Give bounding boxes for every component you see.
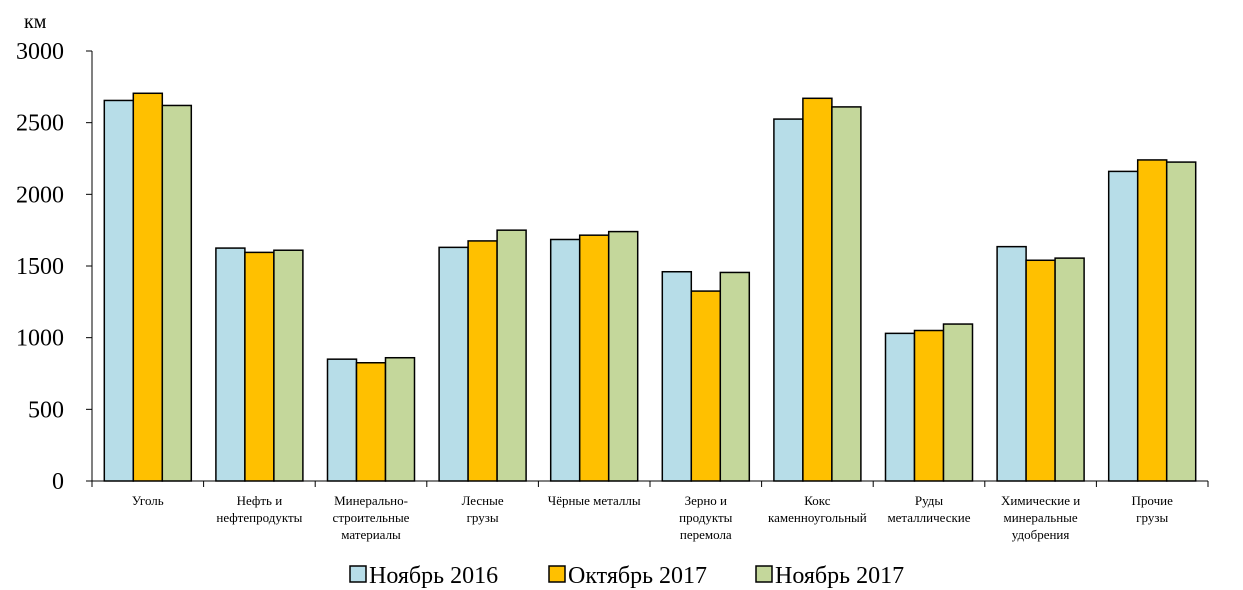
y-tick-label: 0 (52, 469, 64, 495)
x-tick-label-line: Минерально- (334, 493, 408, 508)
legend-label: Ноябрь 2017 (775, 563, 904, 589)
bar-3-2 (273, 249, 304, 482)
x-tick-label-line: удобрения (1012, 527, 1070, 542)
bar-2-5 (578, 234, 610, 482)
x-axis: Уголь Нефть и нефтепродукты Минерально-стро… (91, 480, 1209, 542)
x-tick-label-line: строительные (333, 510, 410, 525)
bar-2-6 (690, 290, 722, 482)
legend-swatch (755, 565, 773, 583)
bar-2-2 (244, 251, 275, 482)
y-tick-label: 1500 (16, 254, 64, 280)
x-tick-label-line: Уголь (132, 493, 164, 508)
x-tick-label-line: Зерно и (685, 493, 727, 508)
bar-3-10 (1165, 161, 1197, 482)
bar-1-8 (884, 332, 916, 482)
x-tick-label: Уголь (132, 493, 164, 508)
y-tick-label: 3000 (16, 39, 64, 65)
x-tick-label-line: Нефть и (237, 493, 283, 508)
x-tick-label-line: материалы (341, 527, 401, 542)
x-tick-label-line: нефтепродукты (216, 510, 302, 525)
x-tick-label: Химические и минеральные удобрения (1001, 493, 1080, 542)
bar-2-3 (355, 362, 387, 482)
x-tick-label-line: Кокс (804, 493, 831, 508)
x-tick-label-line: Чёрные металлы (548, 493, 641, 508)
bar-3-5 (607, 230, 639, 482)
y-tick-label: 1000 (16, 326, 64, 352)
bar-2-10 (1136, 159, 1168, 482)
x-tick-label: Прочие грузы (1132, 493, 1174, 525)
bar-3-7 (831, 106, 862, 482)
y-tick-label: 2000 (16, 182, 64, 208)
bar-1-3 (326, 358, 358, 482)
x-tick-label: Минерально-строительные материалы (333, 493, 410, 542)
x-tick-label-line: минеральные (1004, 510, 1078, 525)
bar-3-6 (719, 271, 751, 482)
x-tick-label-line: Химические и (1001, 493, 1080, 508)
bar-3-3 (384, 356, 416, 482)
bar-3-4 (496, 229, 527, 482)
y-axis: 0 500 1000 1500 2000 2500 3000 (16, 39, 93, 495)
x-tick-label: Зерно и продукты перемола (679, 493, 733, 542)
x-tick-label: Руды металлические (887, 493, 970, 525)
bar-3-8 (942, 323, 974, 482)
bar-3-9 (1054, 257, 1085, 482)
x-tick-label-line: Руды (915, 493, 944, 508)
legend-swatch (349, 565, 367, 583)
bars (103, 92, 1197, 482)
bar-2-8 (913, 329, 945, 482)
bar-3-1 (161, 104, 193, 482)
legend-label: Ноябрь 2016 (369, 563, 498, 589)
bar-2-4 (467, 240, 498, 482)
bar-1-9 (996, 245, 1027, 482)
x-tick-label-line: металлические (887, 510, 970, 525)
y-tick-label: 500 (28, 397, 64, 423)
x-tick-label-line: перемола (680, 527, 732, 542)
bar-1-4 (438, 246, 469, 482)
bar-2-9 (1025, 259, 1056, 482)
bar-1-2 (215, 247, 246, 482)
bar-1-10 (1107, 170, 1139, 482)
x-tick-label-line: грузы (1136, 510, 1168, 525)
legend-swatch (548, 565, 566, 583)
bar-1-7 (773, 118, 804, 482)
legend: Ноябрь 2016 Октябрь 2017 Ноябрь 2017 (349, 563, 904, 589)
bar-2-7 (802, 97, 833, 482)
bar-1-1 (103, 99, 135, 482)
x-tick-label-line: продукты (679, 510, 733, 525)
bar-2-1 (132, 92, 164, 482)
x-tick-label: Чёрные металлы (548, 493, 641, 508)
legend-label: Октябрь 2017 (568, 563, 707, 589)
bar-1-6 (661, 270, 693, 482)
x-tick-label: Нефть и нефтепродукты (216, 493, 302, 525)
y-axis-unit-label: км (24, 11, 47, 33)
x-tick-label-line: каменноугольный (768, 510, 867, 525)
x-tick-label-line: Прочие (1132, 493, 1174, 508)
x-tick-label: Лесные грузы (462, 493, 504, 525)
x-tick-label-line: Лесные (462, 493, 504, 508)
x-tick-label: Кокс каменноугольный (768, 493, 867, 525)
x-tick-label-line: грузы (467, 510, 499, 525)
y-tick-label: 2500 (16, 111, 64, 137)
bar-1-5 (549, 238, 581, 482)
